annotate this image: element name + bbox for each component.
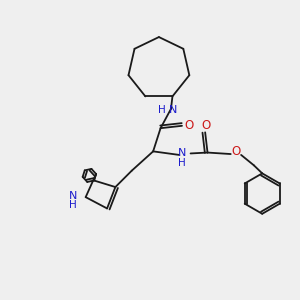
Text: H: H: [69, 200, 77, 211]
Text: N: N: [178, 148, 186, 158]
Text: N: N: [169, 105, 178, 115]
Text: N: N: [69, 191, 77, 201]
Text: O: O: [202, 119, 211, 132]
Text: H: H: [158, 105, 165, 115]
Text: H: H: [178, 158, 185, 168]
Text: O: O: [184, 119, 193, 132]
Text: O: O: [231, 145, 241, 158]
